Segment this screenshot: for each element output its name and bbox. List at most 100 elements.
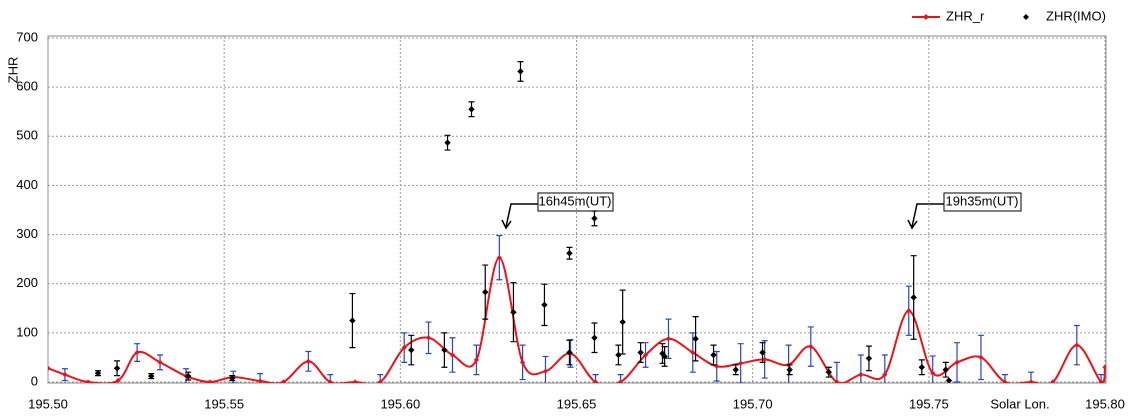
point xyxy=(305,358,311,364)
legend-marker xyxy=(923,14,929,20)
x-tick-label: 195.75 xyxy=(909,396,949,411)
point xyxy=(786,366,793,373)
y-tick-label: 600 xyxy=(16,79,38,94)
x-tick-label: 195.80 xyxy=(1085,396,1125,411)
y-tick-label: 200 xyxy=(16,275,38,290)
point xyxy=(48,365,51,371)
point xyxy=(510,309,517,316)
plot-marks xyxy=(48,60,1106,383)
y-tick-label: 400 xyxy=(16,177,38,192)
point xyxy=(637,349,644,356)
legend-item: ZHR_r xyxy=(912,8,985,23)
y-tick-label: 700 xyxy=(16,29,38,44)
point xyxy=(444,139,451,146)
point xyxy=(517,68,524,75)
point xyxy=(482,288,489,296)
point xyxy=(978,354,984,361)
point xyxy=(473,357,480,363)
point xyxy=(401,345,407,351)
point xyxy=(592,379,599,383)
point xyxy=(945,377,953,383)
y-tick-label: 300 xyxy=(16,226,38,241)
y-tick-label: 100 xyxy=(16,324,38,339)
point xyxy=(710,351,717,359)
point xyxy=(1074,342,1080,348)
legend-item: ZHR(IMO) xyxy=(1023,8,1106,23)
point xyxy=(617,379,624,383)
point xyxy=(541,301,548,309)
point xyxy=(619,318,626,326)
x-tick-label: 195.65 xyxy=(557,396,597,411)
point xyxy=(85,379,91,383)
point xyxy=(113,365,121,372)
point xyxy=(408,346,415,354)
point xyxy=(115,377,121,383)
point xyxy=(825,368,832,376)
legend-label: ZHR(IMO) xyxy=(1046,8,1106,23)
legend-label: ZHR_r xyxy=(946,8,985,23)
point xyxy=(591,334,598,341)
point xyxy=(352,379,358,383)
y-tick-label: 0 xyxy=(31,373,38,388)
point xyxy=(692,335,699,342)
annotation: 19h35m(UT) xyxy=(907,192,1022,230)
point xyxy=(642,352,649,358)
point xyxy=(257,378,263,383)
point xyxy=(910,294,917,301)
point xyxy=(732,366,739,373)
x-tick-label: 195.60 xyxy=(380,396,420,411)
point xyxy=(759,349,766,356)
point xyxy=(441,346,448,354)
point xyxy=(519,359,526,365)
point xyxy=(942,366,949,373)
point xyxy=(94,369,102,377)
point xyxy=(496,255,502,261)
x-axis-label: Solar Lon. xyxy=(990,396,1049,411)
point xyxy=(1098,379,1104,383)
point xyxy=(280,379,286,383)
annotation: 16h45m(UT) xyxy=(501,192,614,230)
point xyxy=(738,360,744,366)
x-tick-label: 195.50 xyxy=(28,396,68,411)
line xyxy=(48,256,1106,383)
point xyxy=(207,379,213,383)
y-tick-label: 500 xyxy=(16,128,38,143)
point xyxy=(229,374,236,382)
point xyxy=(449,352,456,358)
annotation-text: 19h35m(UT) xyxy=(946,193,1019,208)
point xyxy=(865,355,873,362)
point xyxy=(690,349,696,356)
point xyxy=(954,359,960,365)
point xyxy=(665,336,672,342)
point xyxy=(1002,379,1008,383)
point xyxy=(542,368,549,374)
point xyxy=(468,106,475,113)
y-axis-label: ZHR xyxy=(5,57,20,84)
point xyxy=(327,379,333,383)
point xyxy=(425,335,432,341)
point xyxy=(882,372,888,378)
point xyxy=(918,364,925,371)
point xyxy=(591,215,598,222)
x-tick-label: 195.70 xyxy=(733,396,773,411)
point xyxy=(808,344,814,350)
point xyxy=(157,359,163,365)
point xyxy=(566,250,573,257)
point xyxy=(661,353,668,360)
point xyxy=(349,317,356,324)
point xyxy=(1050,379,1056,383)
legend-marker xyxy=(1023,14,1029,20)
point xyxy=(377,379,383,383)
point xyxy=(134,349,140,356)
point xyxy=(906,308,912,314)
point xyxy=(762,356,768,362)
point xyxy=(1102,364,1106,370)
point xyxy=(615,351,622,359)
point xyxy=(62,372,68,378)
point xyxy=(185,372,192,380)
point xyxy=(566,349,573,356)
annotation-text: 16h45m(UT) xyxy=(539,193,612,208)
point xyxy=(834,379,840,383)
